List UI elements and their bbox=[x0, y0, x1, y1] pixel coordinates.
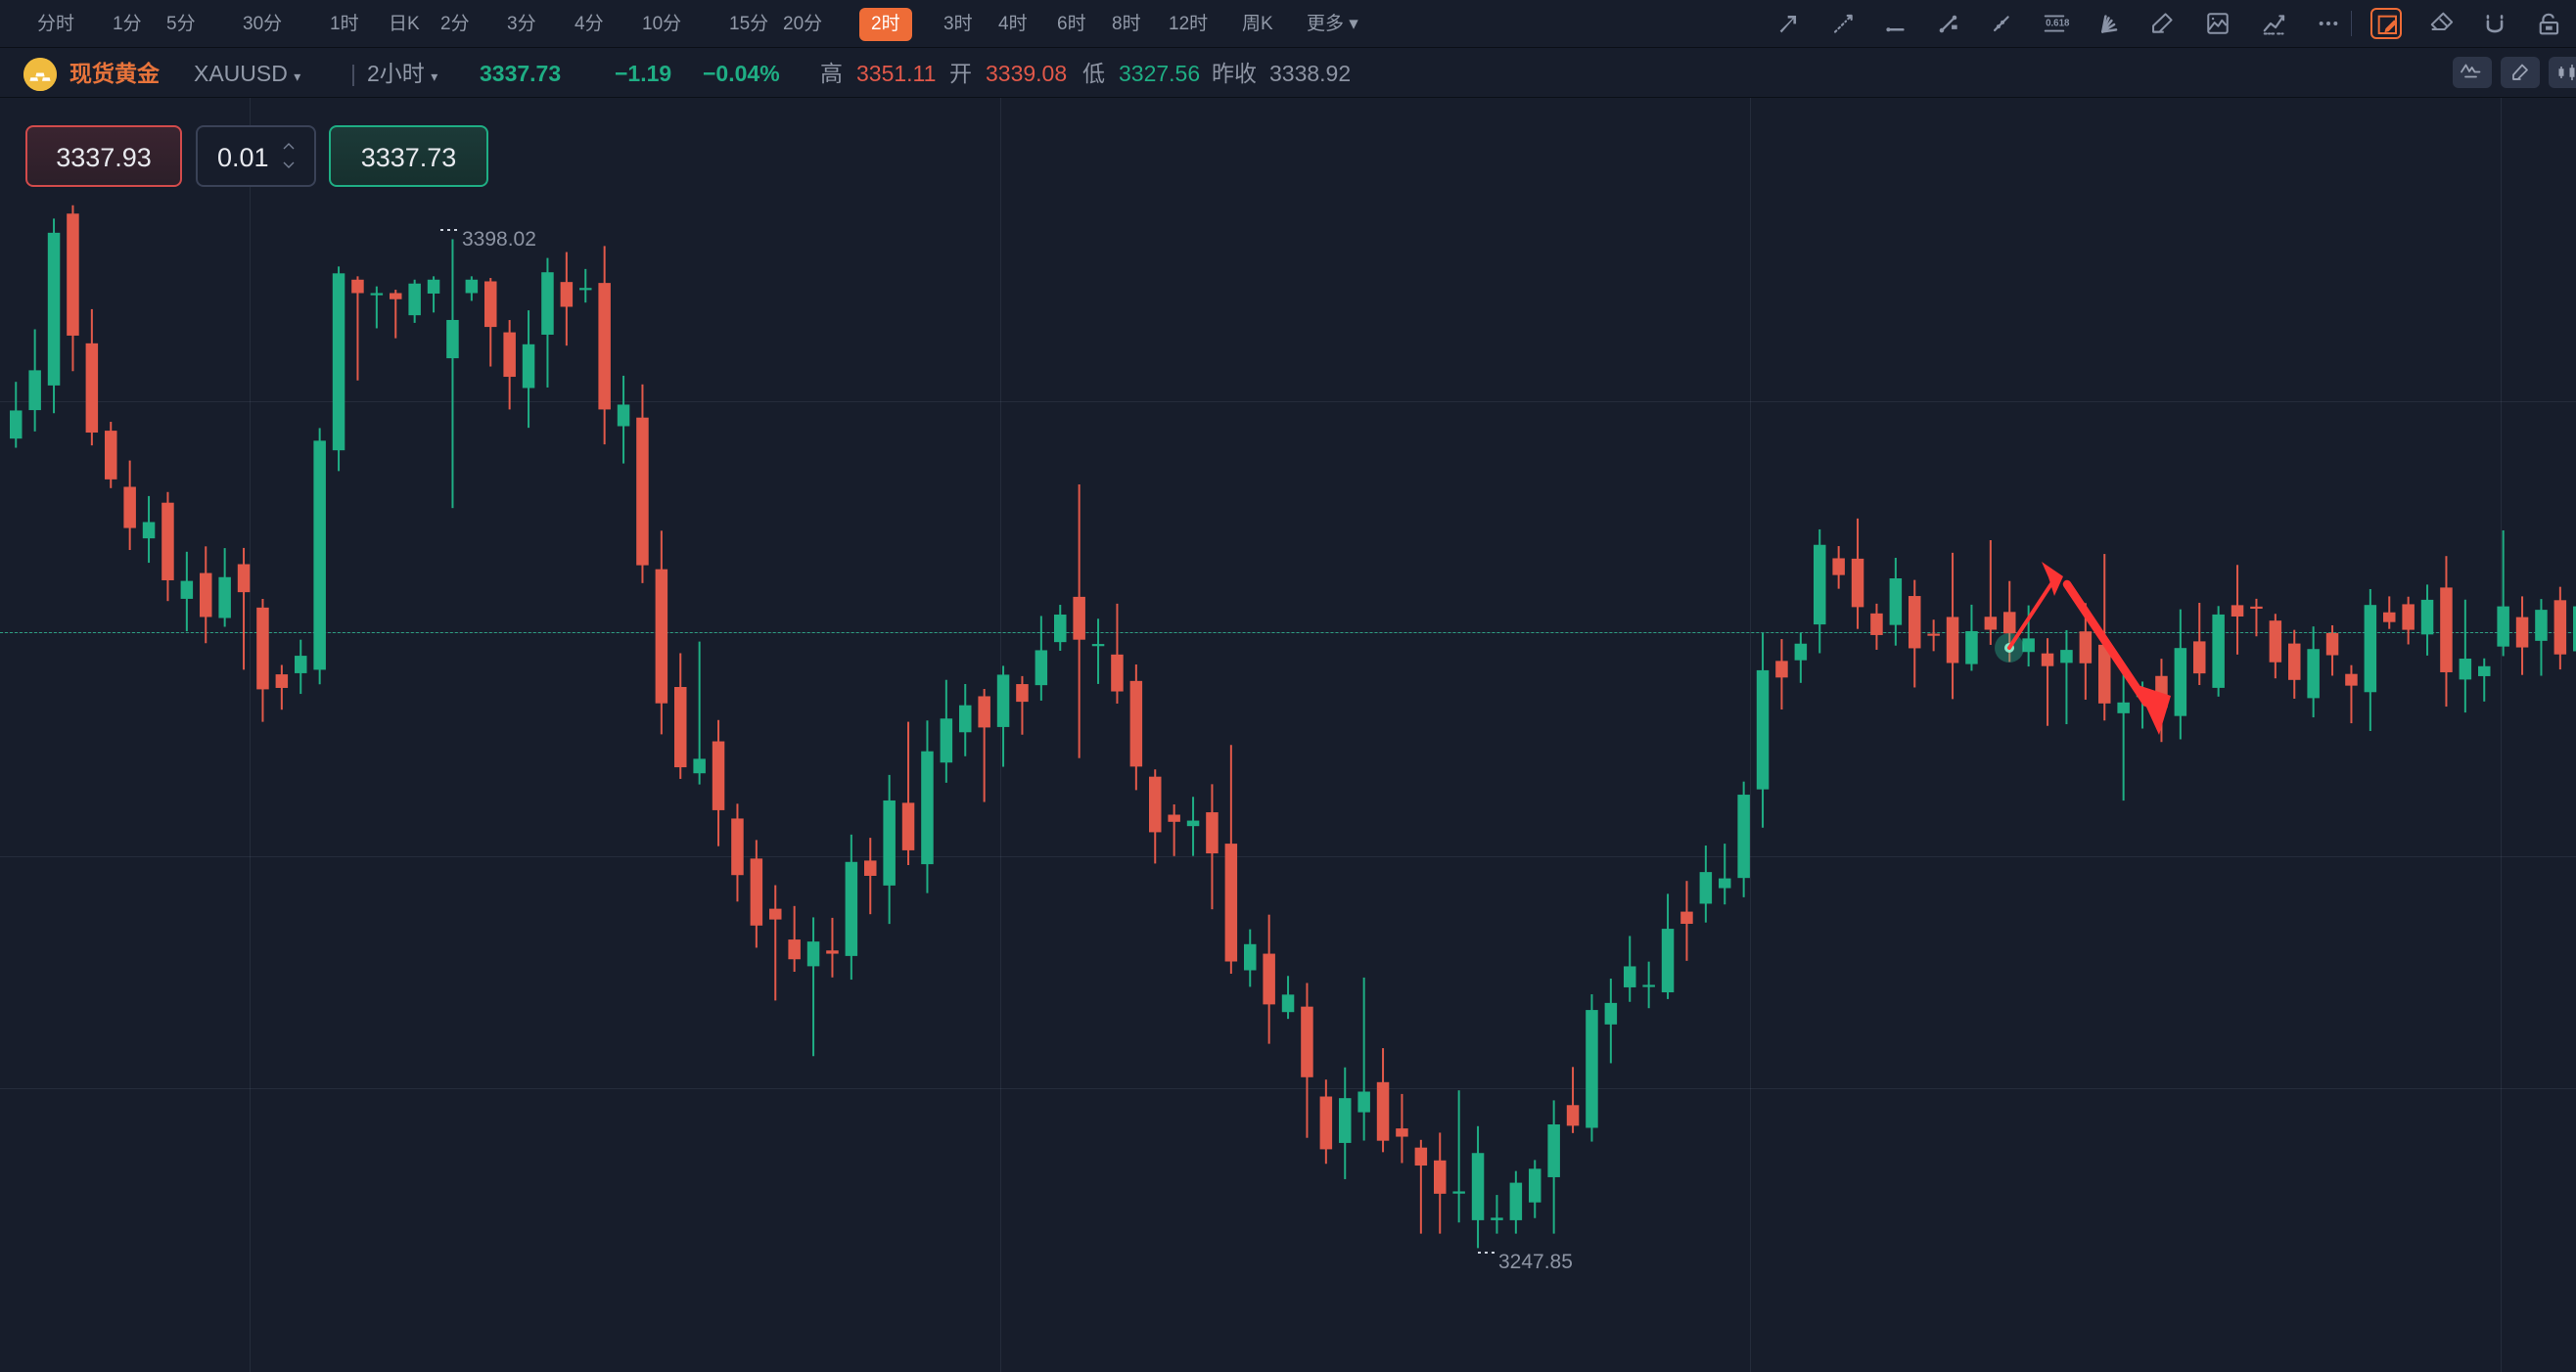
svg-text:0.618: 0.618 bbox=[2046, 18, 2070, 28]
